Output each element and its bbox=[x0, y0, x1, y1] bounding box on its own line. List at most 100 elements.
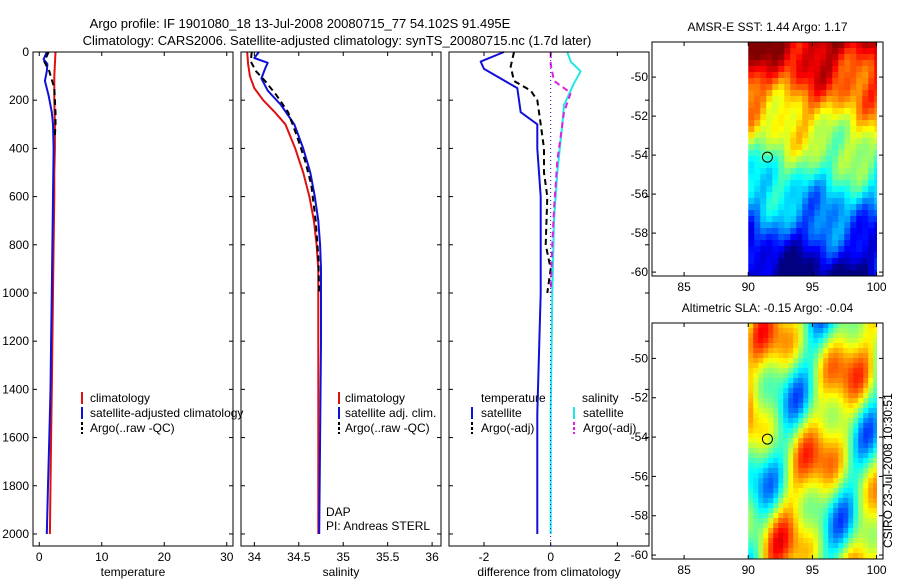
heatmap-cell bbox=[748, 508, 754, 514]
heatmap-cell bbox=[820, 66, 827, 73]
heatmap-cell bbox=[754, 120, 761, 127]
heatmap-cell bbox=[832, 180, 839, 187]
heatmap-cell bbox=[773, 528, 779, 534]
heatmap-cell bbox=[818, 508, 824, 514]
heatmap-cell bbox=[788, 553, 794, 559]
heatmap-cell bbox=[802, 168, 809, 175]
heatmap-cell bbox=[814, 168, 821, 175]
heatmap-cell bbox=[796, 126, 803, 133]
heatmap-cell bbox=[874, 42, 877, 49]
heatmap-cell bbox=[874, 72, 877, 79]
heatmap-cell bbox=[793, 373, 799, 379]
heatmap-cell bbox=[758, 448, 764, 454]
heatmap-cell bbox=[818, 398, 824, 404]
heatmap-cell bbox=[778, 156, 785, 163]
heatmap-cell bbox=[850, 96, 857, 103]
heatmap-cell bbox=[763, 548, 769, 554]
heatmap-cell bbox=[814, 60, 821, 67]
heatmap-cell bbox=[754, 54, 761, 61]
heatmap-cell bbox=[848, 438, 854, 444]
heatmap-cell bbox=[796, 174, 803, 181]
heatmap-cell bbox=[820, 102, 827, 109]
heatmap-cell bbox=[838, 453, 844, 459]
heatmap-cell bbox=[832, 72, 839, 79]
heatmap-cell bbox=[848, 348, 854, 354]
heatmap-cell bbox=[803, 403, 809, 409]
heatmap-cell bbox=[773, 353, 779, 359]
heatmap-cell bbox=[868, 66, 875, 73]
heatmap-cell bbox=[758, 428, 764, 434]
heatmap-cell bbox=[772, 264, 779, 271]
heatmap-cell bbox=[778, 348, 784, 354]
heatmap-cell bbox=[763, 328, 769, 334]
heatmap-cell bbox=[778, 204, 785, 211]
heatmap-cell bbox=[754, 174, 761, 181]
heatmap-cell bbox=[868, 433, 874, 439]
heatmap-cell bbox=[844, 258, 851, 265]
heatmap-cell bbox=[818, 403, 824, 409]
heatmap-cell bbox=[874, 240, 877, 247]
heatmap-cell bbox=[868, 363, 874, 369]
heatmap-cell bbox=[773, 338, 779, 344]
heatmap-cell bbox=[778, 258, 785, 265]
heatmap-cell bbox=[853, 483, 859, 489]
heatmap-cell bbox=[788, 383, 794, 389]
heatmap-cell bbox=[850, 42, 857, 49]
heatmap-cell bbox=[856, 54, 863, 61]
heatmap-cell bbox=[856, 240, 863, 247]
heatmap-cell bbox=[784, 162, 791, 169]
heatmap-cell bbox=[803, 538, 809, 544]
heatmap-cell bbox=[773, 363, 779, 369]
heatmap-cell bbox=[808, 192, 815, 199]
heatmap-cell bbox=[754, 48, 761, 55]
axes-frame bbox=[651, 41, 884, 277]
heatmap-cell bbox=[833, 538, 839, 544]
heatmap-cell bbox=[850, 120, 857, 127]
heatmap-cell bbox=[784, 84, 791, 91]
heatmap-cell bbox=[796, 216, 803, 223]
heatmap-cell bbox=[763, 373, 769, 379]
heatmap-cell bbox=[784, 192, 791, 199]
heatmap-cell bbox=[858, 378, 864, 384]
heatmap-cell bbox=[833, 408, 839, 414]
heatmap-cell bbox=[790, 96, 797, 103]
heatmap-cell bbox=[766, 204, 773, 211]
heatmap-cell bbox=[784, 138, 791, 145]
heatmap-cell bbox=[858, 413, 864, 419]
heatmap-cell bbox=[832, 66, 839, 73]
heatmap-cell bbox=[826, 186, 833, 193]
heatmap-cell bbox=[874, 270, 877, 277]
heatmap-cell bbox=[753, 513, 759, 519]
heatmap-cell bbox=[868, 180, 875, 187]
heatmap-cell bbox=[823, 328, 829, 334]
heatmap-cell bbox=[833, 468, 839, 474]
heatmap-cell bbox=[748, 443, 754, 449]
heatmap-cell bbox=[753, 378, 759, 384]
heatmap-cell bbox=[778, 78, 785, 85]
heatmap-cell bbox=[798, 548, 804, 554]
heatmap-cell bbox=[802, 72, 809, 79]
heatmap-cell bbox=[868, 84, 875, 91]
heatmap-cell bbox=[858, 343, 864, 349]
heatmap-cell bbox=[778, 96, 785, 103]
heatmap-cell bbox=[858, 493, 864, 499]
heatmap-cell bbox=[773, 518, 779, 524]
heatmap-cell bbox=[748, 66, 755, 73]
heatmap-cell bbox=[758, 513, 764, 519]
heatmap-cell bbox=[754, 162, 761, 169]
heatmap-cell bbox=[788, 453, 794, 459]
heatmap-cell bbox=[808, 270, 815, 277]
heatmap-cell bbox=[843, 418, 849, 424]
heatmap-cell bbox=[826, 126, 833, 133]
heatmap-cell bbox=[820, 138, 827, 145]
heatmap-cell bbox=[808, 174, 815, 181]
heatmap-cell bbox=[808, 138, 815, 145]
heatmap-cell bbox=[766, 102, 773, 109]
heatmap-cell bbox=[873, 338, 877, 344]
heatmap-cell bbox=[783, 448, 789, 454]
heatmap-cell bbox=[784, 132, 791, 139]
heatmap-cell bbox=[844, 144, 851, 151]
heatmap-cell bbox=[760, 198, 767, 205]
heatmap-cell bbox=[863, 488, 869, 494]
heatmap-cell bbox=[802, 264, 809, 271]
